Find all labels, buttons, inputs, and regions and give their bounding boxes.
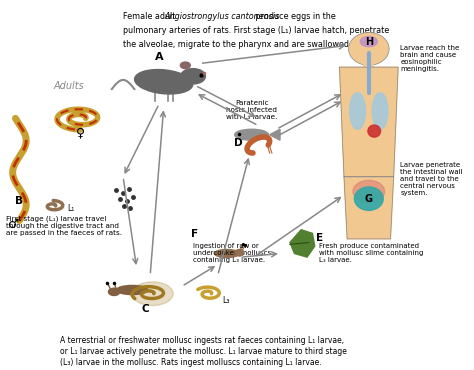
Circle shape [348,33,389,65]
Text: C: C [142,304,149,314]
Polygon shape [344,177,393,239]
Polygon shape [339,67,398,177]
Text: the alveolae, migrate to the pharynx and are swallowed.: the alveolae, migrate to the pharynx and… [123,40,352,49]
Ellipse shape [109,288,120,296]
Ellipse shape [181,62,190,68]
Ellipse shape [360,37,377,47]
Text: A: A [155,52,164,62]
Text: E: E [316,233,323,243]
Text: Ingestion of raw or
undercooked molluscs
containing L₃ larvae.: Ingestion of raw or undercooked molluscs… [193,242,271,263]
Ellipse shape [235,249,244,256]
Text: First stage (L₁) larvae travel
through the digestive tract and
are passed in the: First stage (L₁) larvae travel through t… [6,215,122,236]
Text: L₁: L₁ [67,205,74,213]
Text: Adults: Adults [53,81,84,91]
Polygon shape [290,230,315,257]
Ellipse shape [372,93,388,129]
Text: ♂: ♂ [9,218,19,231]
Text: Female adult: Female adult [123,12,178,21]
Text: H: H [365,37,373,47]
Text: produce eggs in the: produce eggs in the [253,12,336,21]
Text: pulmonary arteries of rats. First stage (L₁) larvae hatch, penetrate: pulmonary arteries of rats. First stage … [123,26,389,35]
Text: G: G [365,194,373,204]
Circle shape [355,187,383,211]
Ellipse shape [235,129,268,140]
Ellipse shape [214,249,239,258]
Text: A terrestrial or freshwater mollusc ingests rat faeces containing L₁ larvae,: A terrestrial or freshwater mollusc inge… [60,336,344,345]
Ellipse shape [350,93,365,129]
Ellipse shape [368,125,381,137]
Ellipse shape [132,282,173,306]
Text: (L₃) larvae in the mollusc. Rats ingest molluscs containing L₁ larvae.: (L₃) larvae in the mollusc. Rats ingest … [60,357,322,367]
Ellipse shape [135,70,193,94]
Text: Larvae reach the
brain and cause
eosinophilic
meningitis.: Larvae reach the brain and cause eosinop… [401,45,460,72]
FancyBboxPatch shape [364,53,374,67]
Polygon shape [270,129,280,140]
Text: Angiostrongylus cantonensis: Angiostrongylus cantonensis [164,12,280,21]
Text: or L₁ larvae actively penetrate the mollusc. L₁ larvae mature to third stage: or L₁ larvae actively penetrate the moll… [60,347,347,356]
Ellipse shape [353,181,384,202]
Ellipse shape [181,68,205,84]
Text: F: F [191,229,198,239]
Text: B: B [15,196,23,206]
Ellipse shape [116,285,148,295]
Text: ♀: ♀ [76,127,85,139]
Text: Larvae penetrate
the intestinal wall
and travel to the
central nervous
system.: Larvae penetrate the intestinal wall and… [401,162,463,196]
Text: Paratenic
hosts infected
with L₃ larvae.: Paratenic hosts infected with L₃ larvae. [226,100,277,120]
Text: Fresh produce contaminated
with mollusc slime containing
L₃ larvae.: Fresh produce contaminated with mollusc … [319,243,424,263]
Text: D: D [234,138,242,148]
Text: L₃: L₃ [222,296,230,305]
